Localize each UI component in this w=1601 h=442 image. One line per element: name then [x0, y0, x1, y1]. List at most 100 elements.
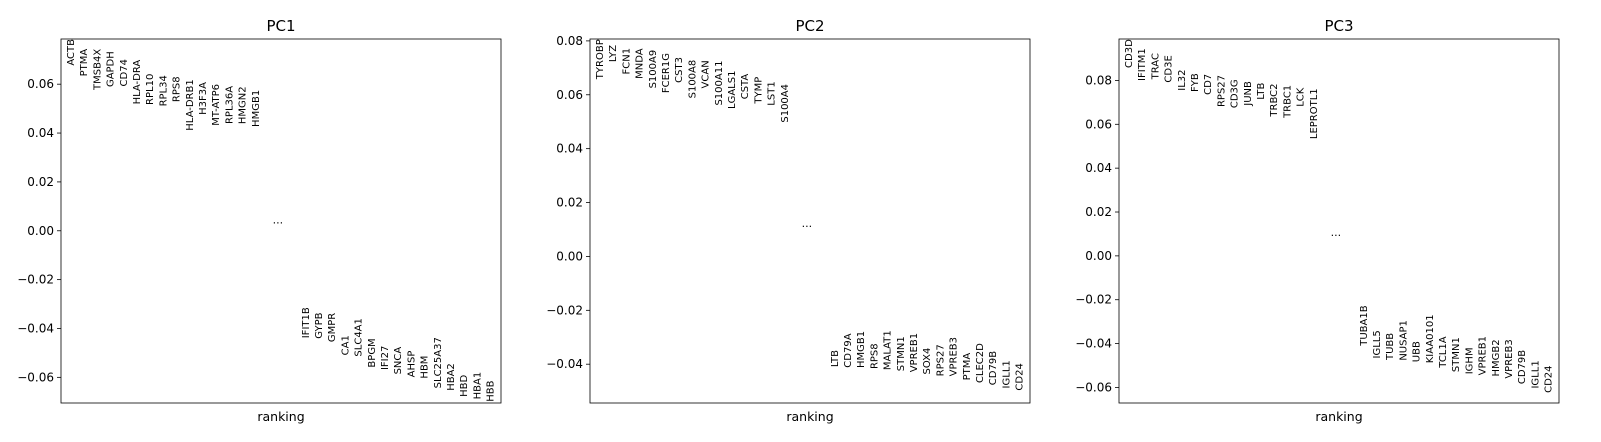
panel-pc1: PC1 ranking −0.06 −0.04 −0.02 0.00 0.02 0.04 0.0…	[17, 17, 502, 424]
gene-label-bottom: HBM	[420, 356, 431, 379]
y-tick-label: 0.04	[556, 142, 583, 156]
gene-label-top: CD74	[119, 59, 130, 86]
gene-label-bottom: HBB	[486, 380, 497, 401]
gene-label-bottom: VPREB3	[949, 337, 960, 376]
gene-label-top: HLA-DRB1	[185, 79, 196, 130]
gene-label-bottom: VPREB1	[909, 333, 920, 372]
gene-label-bottom: RPS27	[935, 344, 946, 376]
y-tick-label: 0.00	[556, 249, 583, 263]
gene-label-bottom: STMN1	[896, 336, 907, 371]
gene-label-bottom: CD79B	[1517, 350, 1528, 384]
y-tick-label: 0.08	[556, 34, 583, 48]
x-axis-label: ranking	[786, 409, 833, 424]
gene-label-top: IFITM1	[1137, 48, 1148, 81]
panel-pc3: PC3 ranking −0.06 −0.04 −0.02 0.00 0.02 0.04 0.0…	[1075, 17, 1560, 424]
gene-label-bottom: TUBA1B	[1359, 305, 1370, 346]
gene-label-bottom: IGLL5	[1372, 330, 1383, 358]
gene-label-bottom: CD79A	[843, 333, 854, 367]
gene-label-top: HMGB1	[251, 90, 262, 127]
gene-label-bottom: HBA2	[446, 363, 457, 391]
gene-label-bottom: CD79B	[988, 351, 999, 385]
y-tick-label: 0.06	[27, 77, 54, 91]
gene-label-bottom: VPREB3	[1504, 339, 1515, 378]
gene-label-top: HMGN2	[238, 86, 249, 124]
gene-label-bottom: RPS8	[869, 343, 880, 369]
gene-label-bottom: BPGM	[367, 338, 378, 367]
y-tick-label: −0.04	[17, 321, 54, 335]
gene-label-top: TRBC2	[1269, 84, 1280, 118]
y-tick-label: 0.04	[27, 126, 54, 140]
y-tick-label: −0.02	[1075, 293, 1112, 307]
ellipsis-marker: ...	[273, 213, 284, 226]
gene-label-top: LCK	[1296, 87, 1307, 107]
gene-label-bottom: GMPR	[327, 313, 338, 342]
y-tick-label: 0.06	[1085, 117, 1112, 131]
axes-frame	[1118, 38, 1560, 404]
gene-label-top: ACTB	[66, 39, 77, 66]
gene-label-top: CD7	[1203, 74, 1214, 95]
gene-label-top: CD3E	[1164, 55, 1175, 82]
gene-label-top: IL32	[1177, 69, 1188, 90]
y-tick-label: 0.04	[1085, 161, 1112, 175]
y-tick-label: 0.06	[556, 88, 583, 102]
y-tick-label: 0.02	[27, 175, 54, 189]
y-tick-label: 0.02	[1085, 205, 1112, 219]
gene-label-top: HLA-DRA	[132, 60, 143, 105]
panel-title: PC2	[795, 17, 824, 35]
gene-label-bottom: HMGB2	[1491, 339, 1502, 376]
gene-label-bottom: VPREB1	[1478, 336, 1489, 375]
gene-label-bottom: GYPB	[314, 312, 325, 338]
gene-label-bottom: MALAT1	[883, 330, 894, 370]
gene-label-bottom: IFI27	[380, 346, 391, 370]
gene-label-top: RPL34	[158, 75, 169, 106]
gene-label-bottom: IGLL1	[1001, 360, 1012, 388]
gene-label-top: H3F3A	[198, 82, 209, 115]
gene-label-top: CST3	[674, 57, 685, 83]
gene-label-bottom: AHSP	[406, 351, 417, 378]
gene-label-bottom: TUBB	[1385, 333, 1396, 361]
gene-label-top: CSTA	[740, 74, 751, 100]
panel-title: PC1	[266, 17, 295, 35]
gene-label-top: MT-ATP6	[211, 84, 222, 126]
gene-label-bottom: HMGB1	[856, 331, 867, 368]
gene-label-top: S100A4	[780, 84, 791, 123]
y-tick-label: −0.02	[17, 273, 54, 287]
gene-label-top: JUNB	[1243, 81, 1254, 107]
gene-label-top: LTB	[1256, 83, 1267, 100]
y-tick-label: −0.02	[546, 303, 583, 317]
gene-label-top: FCN1	[621, 48, 632, 75]
gene-label-top: RPS8	[172, 76, 183, 102]
gene-label-top: FYB	[1190, 73, 1201, 92]
y-tick-label: −0.04	[546, 357, 583, 371]
gene-label-top: CD3G	[1230, 79, 1241, 108]
y-tick-label: −0.06	[1075, 380, 1112, 394]
gene-label-bottom: PTMA	[962, 353, 973, 381]
gene-label-top: CD3D	[1124, 39, 1135, 68]
gene-label-top: PTMA	[79, 49, 90, 77]
gene-label-bottom: KIAA0101	[1425, 314, 1436, 363]
gene-label-top: LGALS1	[727, 71, 738, 109]
gene-label-top: S100A8	[687, 60, 698, 99]
axes-frame	[60, 38, 502, 404]
gene-label-bottom: LTB	[830, 350, 841, 367]
y-tick-label: 0.08	[1085, 73, 1112, 87]
gene-label-top: RPL36A	[224, 86, 235, 124]
gene-label-bottom: NUSAP1	[1398, 320, 1409, 361]
gene-label-top: S100A11	[714, 61, 725, 106]
gene-label-bottom: IFIT1B	[301, 307, 312, 338]
gene-label-top: RPL10	[145, 74, 156, 105]
gene-label-bottom: SLC25A37	[433, 337, 444, 388]
gene-label-bottom: UBB	[1412, 341, 1423, 362]
gene-label-bottom: TCL1A	[1438, 336, 1449, 368]
gene-label-top: LYZ	[608, 45, 619, 62]
gene-label-bottom: HBA1	[472, 372, 483, 400]
gene-label-top: TYROBP	[595, 39, 606, 80]
gene-label-top: TYMP	[753, 77, 764, 105]
gene-label-top: TRBC1	[1282, 85, 1293, 119]
y-tick-label: −0.04	[1075, 337, 1112, 351]
gene-label-bottom: CD24	[1544, 365, 1555, 392]
gene-label-bottom: IGHM	[1464, 347, 1475, 374]
axes-frame	[589, 38, 1031, 404]
gene-label-top: S100A9	[648, 50, 659, 89]
